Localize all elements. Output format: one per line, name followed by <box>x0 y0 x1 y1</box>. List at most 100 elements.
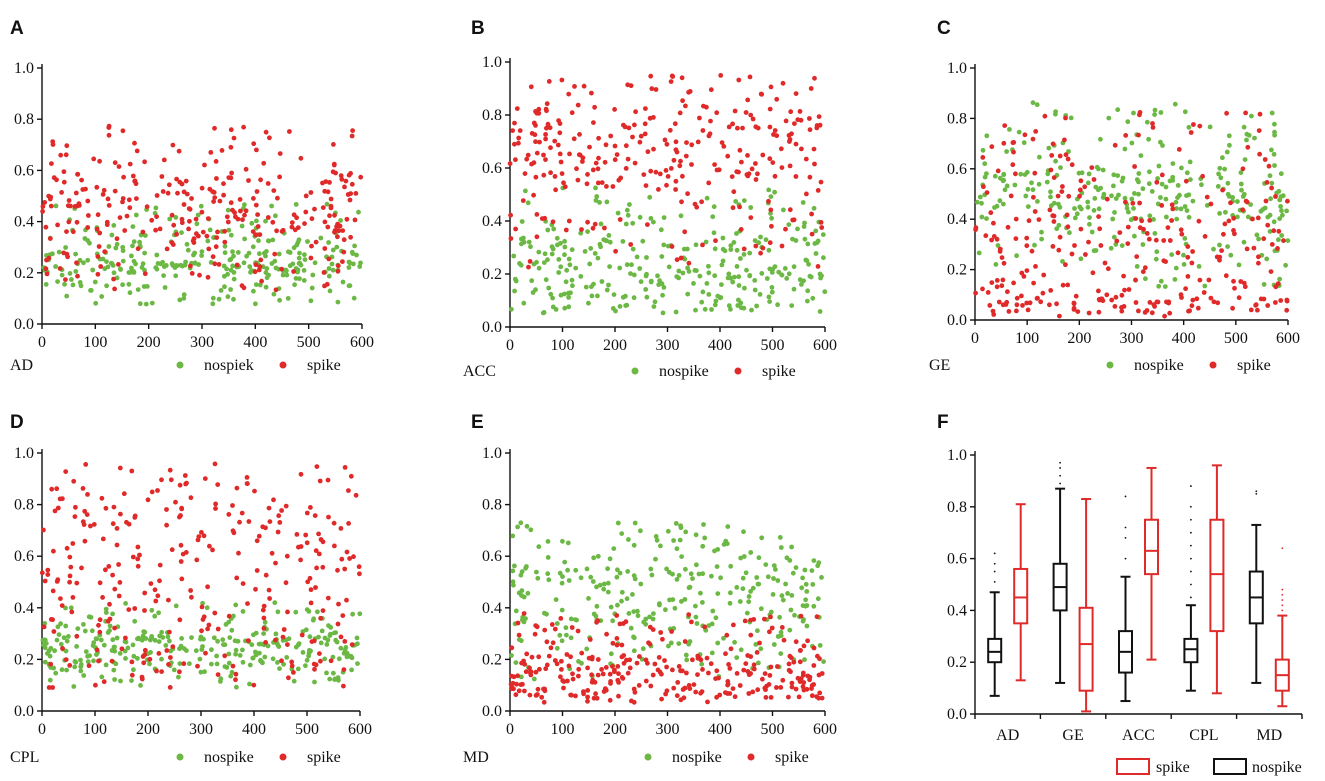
data-point-nospike <box>747 273 753 278</box>
data-point-nospike <box>86 614 92 620</box>
box-spike-ad <box>1013 503 1029 682</box>
data-point-nospike <box>779 272 785 278</box>
box-spike-acc <box>1144 466 1159 661</box>
data-point-spike <box>350 128 355 134</box>
data-point-spike <box>562 184 568 190</box>
data-point-spike <box>1123 199 1128 205</box>
data-point-spike <box>118 511 123 517</box>
data-point-spike <box>585 219 590 225</box>
data-point-nospike <box>91 658 96 664</box>
data-point-nospike <box>74 644 79 649</box>
data-point-nospike <box>576 659 581 664</box>
data-point-spike <box>168 655 173 660</box>
data-point-spike <box>980 286 985 292</box>
data-point-spike <box>541 152 546 158</box>
data-point-nospike <box>1077 204 1083 210</box>
data-point-spike <box>239 510 245 516</box>
data-point-spike <box>1104 196 1110 202</box>
data-point-nospike <box>521 235 526 241</box>
data-point-spike <box>326 256 332 262</box>
data-point-spike <box>265 215 271 220</box>
data-point-spike <box>88 523 93 529</box>
data-point-nospike <box>1267 212 1273 218</box>
data-point-spike <box>205 274 211 280</box>
data-point-nospike <box>1012 182 1018 188</box>
data-point-spike <box>544 125 549 131</box>
data-point-spike <box>339 556 345 562</box>
data-point-spike <box>737 683 743 688</box>
data-point-spike <box>320 608 326 613</box>
data-point-nospike <box>174 263 180 268</box>
data-point-spike <box>237 197 243 202</box>
data-point-spike <box>1169 218 1174 223</box>
data-point-nospike <box>1068 115 1074 121</box>
data-point-spike <box>589 90 594 96</box>
data-point-nospike <box>191 252 196 258</box>
data-point-spike <box>516 688 522 694</box>
data-point-nospike <box>597 582 603 588</box>
data-point-spike <box>230 528 236 534</box>
data-point-spike <box>48 617 54 622</box>
data-point-spike <box>656 655 662 660</box>
data-point-spike <box>291 670 296 675</box>
data-point-spike <box>1224 110 1229 116</box>
data-point-nospike <box>564 267 570 273</box>
data-point-nospike <box>789 303 795 308</box>
data-point-nospike <box>732 274 737 280</box>
data-point-spike <box>341 667 347 672</box>
data-point-nospike <box>247 681 252 687</box>
data-point-spike <box>792 121 797 126</box>
series-nospike <box>40 600 363 690</box>
data-point-spike <box>1024 243 1030 249</box>
data-point-spike <box>149 489 155 495</box>
data-point-nospike <box>526 239 532 245</box>
data-point-nospike <box>741 554 747 559</box>
data-point-nospike <box>754 303 759 309</box>
box-iqr <box>1209 518 1225 633</box>
data-point-nospike <box>562 305 568 311</box>
data-point-nospike <box>171 667 177 673</box>
data-point-spike <box>690 657 695 663</box>
data-point-spike <box>746 672 752 678</box>
data-point-nospike <box>756 240 762 246</box>
y-tick-label: 0.4 <box>482 213 502 230</box>
data-point-spike <box>695 139 701 145</box>
data-point-spike <box>677 163 683 169</box>
data-point-spike <box>157 578 162 584</box>
data-point-nospike <box>1021 140 1027 146</box>
data-point-spike <box>79 177 84 183</box>
data-point-spike <box>335 268 341 274</box>
data-point-nospike <box>562 244 568 250</box>
data-point-nospike <box>626 537 631 542</box>
data-point-nospike <box>709 621 715 627</box>
data-point-spike <box>116 262 121 267</box>
data-point-spike <box>1228 200 1233 206</box>
data-point-nospike <box>87 240 92 246</box>
data-point-nospike <box>666 643 671 649</box>
x-axis-name: ACC <box>463 363 496 380</box>
data-point-spike <box>559 171 565 177</box>
data-point-nospike <box>1054 226 1060 232</box>
series-spike <box>39 461 362 690</box>
data-point-spike <box>313 585 318 590</box>
data-point-nospike <box>651 304 657 309</box>
data-point-nospike <box>1091 248 1097 254</box>
data-point-spike <box>662 137 668 143</box>
data-point-nospike <box>110 611 115 617</box>
data-point-spike <box>287 129 292 134</box>
panel-label: B <box>471 18 485 39</box>
data-point-nospike <box>687 584 693 590</box>
data-point-spike <box>625 156 631 162</box>
data-point-nospike <box>103 610 109 615</box>
data-point-nospike <box>1072 206 1077 211</box>
data-point-nospike <box>329 261 335 267</box>
data-point-spike <box>645 149 651 155</box>
data-point-spike <box>999 255 1005 260</box>
data-point-nospike <box>685 291 691 297</box>
data-point-spike <box>584 181 590 187</box>
data-point-spike <box>1014 295 1020 301</box>
data-point-spike <box>61 169 67 175</box>
data-point-spike <box>714 694 719 700</box>
data-point-spike <box>603 686 608 691</box>
